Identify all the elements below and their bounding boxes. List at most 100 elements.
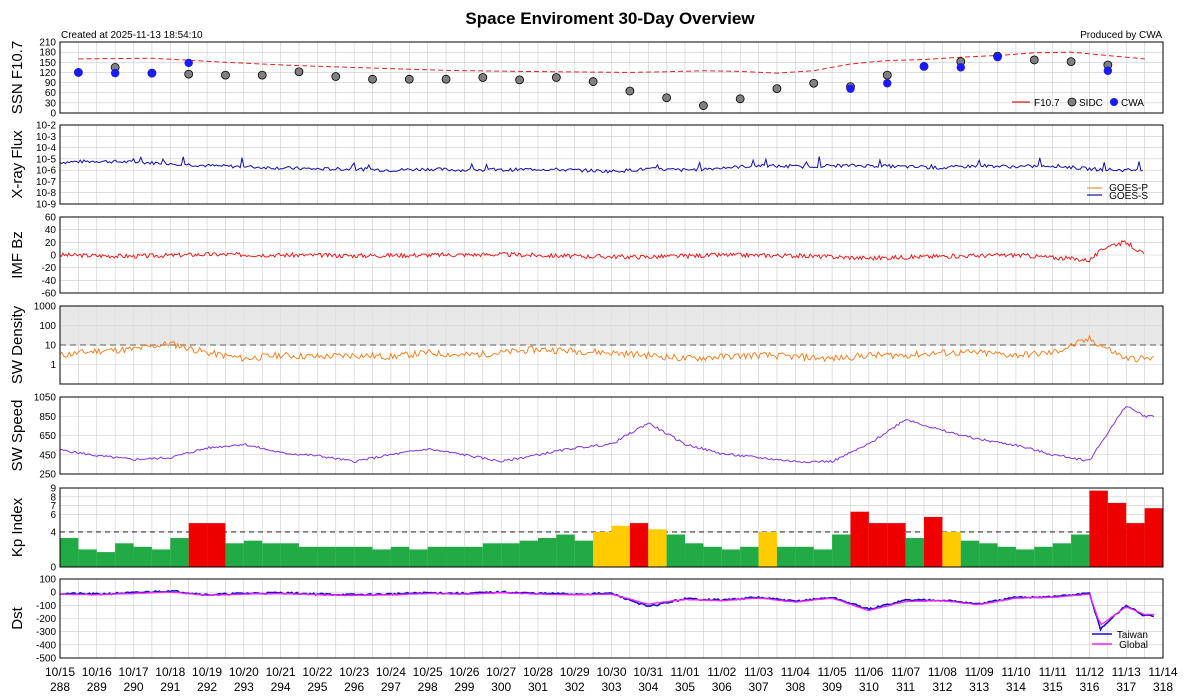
x-tick-date: 11/13	[1112, 665, 1141, 679]
kp-bar	[1034, 546, 1053, 567]
y-axis-label: Kp Index	[9, 497, 26, 557]
cwa-point	[919, 62, 929, 71]
kp-bar	[648, 529, 667, 567]
kp-bar	[832, 534, 851, 567]
kp-bar	[409, 549, 428, 567]
f107-line	[78, 51, 1145, 74]
y-tick-label: 8	[50, 492, 56, 503]
y-tick-label: 10-7	[36, 177, 56, 188]
kp-bar	[170, 538, 189, 567]
cwa-point	[993, 53, 1002, 62]
sidc-point	[588, 77, 598, 86]
sidc-point	[551, 73, 561, 82]
y-tick-label: -500	[36, 654, 56, 665]
x-tick-date: 10/21	[266, 665, 296, 679]
y-tick-label: 60	[45, 213, 57, 224]
legend-sidc-swatch	[1067, 97, 1077, 107]
kp-bar	[795, 546, 814, 567]
dst-global-series	[59, 591, 1155, 626]
kp-bar	[1126, 523, 1145, 567]
y-tick-label: 0	[50, 588, 56, 599]
kp-bar	[262, 543, 281, 567]
legend-goes-p-label: GOES-P	[1109, 183, 1148, 194]
panel-frame	[59, 487, 1164, 568]
kp-bar	[280, 543, 299, 567]
x-tick-date: 10/20	[229, 665, 259, 679]
x-tick-date: 11/05	[818, 665, 847, 679]
x-tick-date: 10/28	[523, 665, 553, 679]
y-tick-label: -100	[36, 601, 56, 612]
panel-frame	[59, 124, 1164, 205]
kp-bar	[1144, 508, 1163, 567]
sidc-point	[1029, 55, 1039, 65]
x-tick-date: 10/16	[82, 665, 112, 679]
legend-global-label: Global	[1119, 640, 1148, 651]
panel-frame	[59, 305, 1164, 385]
x-tick-doy: 290	[124, 680, 144, 694]
y-tick-label: 210	[39, 38, 56, 49]
x-tick-doy: 304	[638, 680, 658, 694]
sidc-point	[662, 93, 672, 103]
sidc-point	[1066, 57, 1076, 67]
x-tick-date: 11/06	[854, 665, 883, 679]
y-tick-label: -200	[36, 614, 56, 625]
legend-cwa-label: CWA	[1121, 98, 1144, 109]
x-tick-doy: 311	[896, 680, 915, 694]
kp-bar	[740, 546, 759, 567]
x-tick-date: 11/03	[744, 665, 773, 679]
kp-bar	[207, 523, 226, 567]
y-tick-label: 10	[45, 341, 57, 352]
y-tick-label: 30	[45, 98, 57, 109]
kp-bar	[887, 523, 906, 567]
x-tick-date: 10/31	[633, 665, 663, 679]
sidc-point	[735, 94, 745, 104]
cwa-point	[110, 68, 120, 78]
kp-bar	[611, 525, 630, 567]
kp-bar	[482, 543, 502, 567]
kp-bar	[446, 546, 465, 567]
kp-bar	[574, 540, 594, 567]
x-tick-date: 11/10	[1001, 665, 1030, 679]
x-tick-doy: 294	[271, 680, 291, 694]
kp-bar	[629, 523, 649, 567]
kp-bar	[298, 546, 318, 567]
y-axis-label: SW Speed	[9, 400, 26, 472]
y-tick-label: 450	[39, 450, 56, 461]
kp-bar	[776, 546, 796, 567]
legend-cwa-swatch	[1110, 98, 1118, 106]
x-tick-doy: 310	[859, 680, 879, 694]
y-tick-label: 0	[50, 109, 56, 120]
kp-bar	[372, 549, 391, 567]
sidc-point	[515, 75, 524, 85]
x-tick-date: 11/02	[707, 665, 736, 679]
y-tick-label: 7	[50, 501, 56, 512]
kp-bar	[703, 546, 722, 567]
y-tick-label: 120	[39, 68, 56, 79]
panel-frame	[59, 578, 1164, 659]
y-axis-label: SW Density	[9, 305, 26, 384]
figure-title: Space Enviroment 30-Day Overview	[465, 9, 755, 28]
kp-bar	[188, 523, 208, 567]
y-tick-label: 850	[39, 412, 56, 423]
x-tick-doy: 289	[87, 680, 107, 694]
x-tick-date: 10/30	[596, 665, 626, 679]
y-tick-label: 100	[39, 575, 56, 586]
x-tick-doy: 300	[491, 680, 511, 694]
x-tick-date: 11/12	[1075, 665, 1104, 679]
x-tick-doy: 288	[50, 680, 70, 694]
x-tick-doy: 301	[528, 680, 548, 694]
x-tick-doy: 295	[307, 680, 327, 694]
kp-bar	[1015, 549, 1035, 567]
y-tick-label: 1050	[34, 393, 57, 404]
y-tick-label: -400	[36, 640, 56, 651]
y-tick-label: 1	[50, 360, 56, 371]
x-tick-date: 11/14	[1148, 665, 1177, 679]
cwa-point	[883, 79, 892, 88]
kp-bar	[225, 543, 244, 567]
goes-s-series	[59, 155, 1143, 174]
kp-bar	[979, 543, 998, 567]
x-tick-date: 10/15	[45, 665, 75, 679]
kp-bar	[868, 523, 888, 567]
